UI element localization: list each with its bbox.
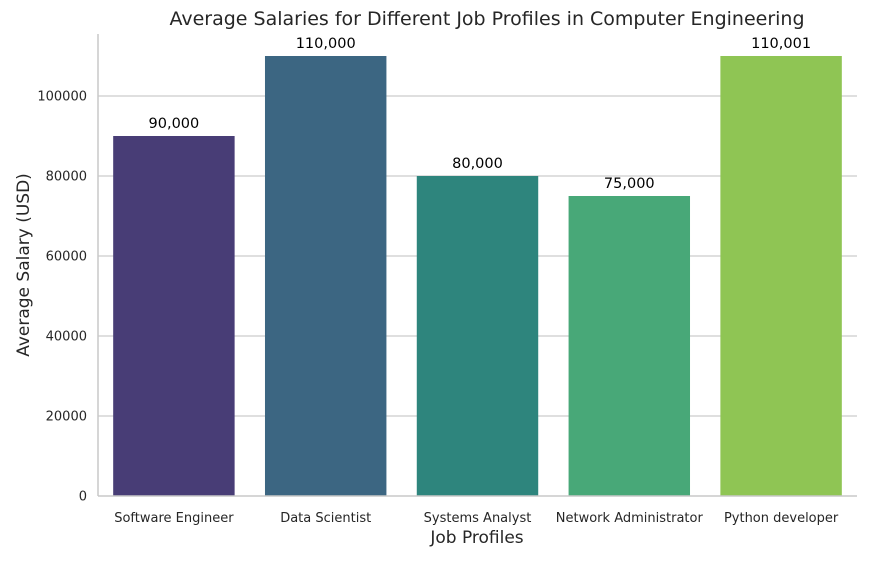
bars <box>113 55 842 496</box>
y-axis-title: Average Salary (USD) <box>14 173 34 357</box>
bar <box>113 136 235 496</box>
x-tick-label: Data Scientist <box>280 511 371 526</box>
bar-value-label: 90,000 <box>149 116 200 132</box>
bar-value-label: 110,000 <box>296 36 356 52</box>
y-tick-label: 60000 <box>46 250 87 265</box>
bar <box>416 176 539 496</box>
data-labels: 90,000 110,000 80,000 75,000 110,001 <box>149 36 812 192</box>
bar-value-label: 75,000 <box>604 176 655 192</box>
chart-title: Average Salaries for Different Job Profi… <box>169 8 804 30</box>
bar <box>264 56 387 496</box>
tick-labels: 0 20000 40000 60000 80000 100000 Software Engi… <box>37 90 839 527</box>
x-tick-label: Systems Analyst <box>424 511 532 526</box>
x-axis-title: Job Profiles <box>429 528 523 548</box>
x-tick-label: Network Administrator <box>556 511 704 526</box>
y-tick-label: 0 <box>79 490 87 505</box>
x-tick-label: Python developer <box>724 511 839 526</box>
bar <box>720 55 842 496</box>
y-tick-label: 20000 <box>46 410 87 425</box>
bar <box>568 196 691 496</box>
x-tick-label: Software Engineer <box>114 511 234 526</box>
axes <box>97 34 857 497</box>
y-tick-label: 100000 <box>37 90 87 105</box>
bar-value-label: 80,000 <box>452 156 503 172</box>
y-tick-label: 80000 <box>46 170 87 185</box>
bar-value-label: 110,001 <box>751 36 811 52</box>
y-tick-label: 40000 <box>46 330 87 345</box>
